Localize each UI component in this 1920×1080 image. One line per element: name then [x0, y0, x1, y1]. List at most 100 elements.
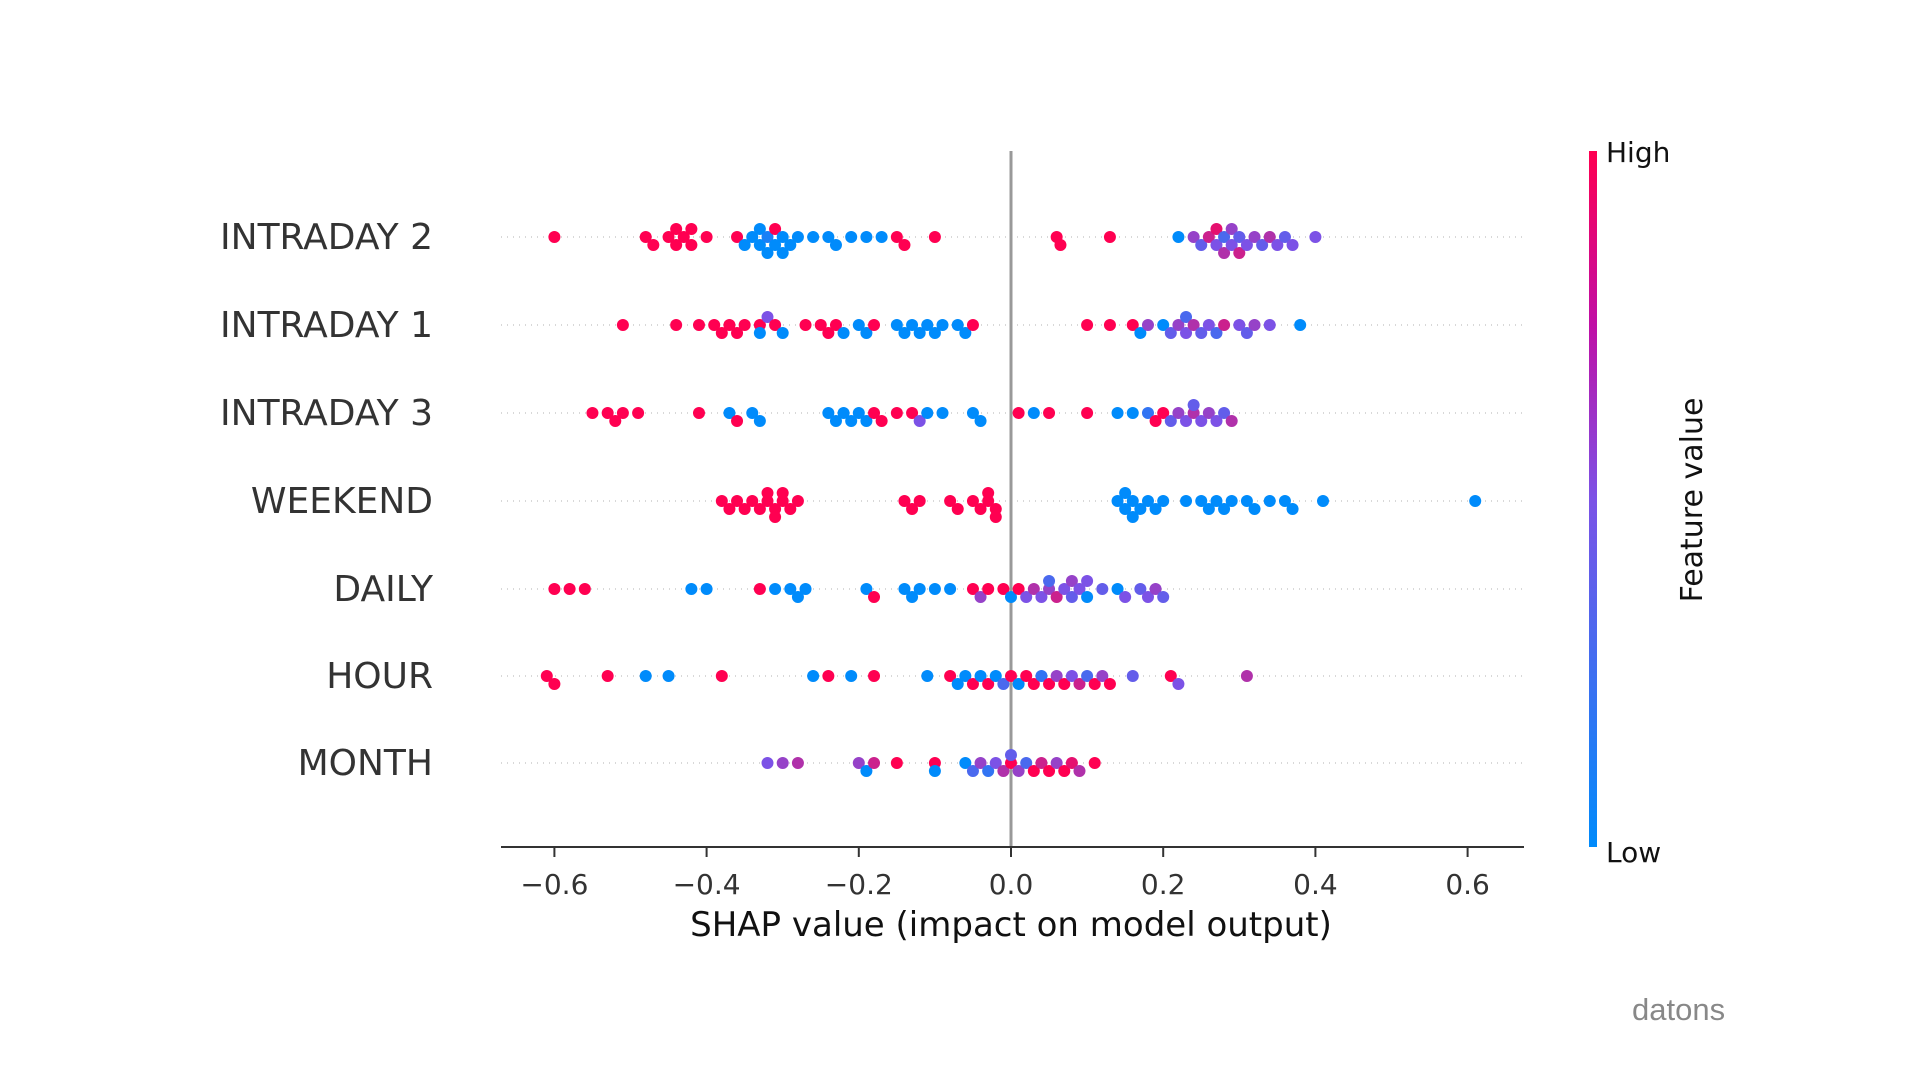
shap-point: [1210, 327, 1223, 339]
feature-label: HOUR: [326, 656, 433, 697]
shap-point: [753, 223, 766, 235]
shap-point: [1210, 415, 1223, 427]
shap-point: [1256, 239, 1269, 251]
shap-point: [563, 583, 576, 595]
shap-point: [1020, 591, 1033, 603]
feature-label: INTRADAY 3: [220, 393, 433, 434]
shap-point: [1035, 670, 1048, 682]
shap-point: [1020, 670, 1033, 682]
shap-point: [731, 415, 744, 427]
shap-point: [845, 415, 858, 427]
shap-point: [769, 319, 782, 331]
shap-point: [1081, 319, 1094, 331]
shap-point: [852, 319, 865, 331]
shap-point: [875, 231, 888, 243]
x-tick-label: 0.6: [1445, 868, 1490, 901]
shap-point: [715, 670, 728, 682]
shap-point: [1195, 239, 1208, 251]
feature-label: INTRADAY 2: [220, 217, 433, 258]
shap-point: [822, 231, 835, 243]
shap-point: [944, 670, 957, 682]
shap-point: [670, 223, 683, 235]
shap-point: [723, 503, 736, 515]
shap-point: [944, 495, 957, 507]
shap-point: [677, 231, 690, 243]
shap-point: [1141, 495, 1154, 507]
shap-point: [1225, 223, 1238, 235]
shap-point: [890, 231, 903, 243]
shap-point: [746, 495, 759, 507]
shap-point: [1134, 583, 1147, 595]
shap-point: [738, 503, 751, 515]
shap-point: [868, 591, 881, 603]
shap-point: [1141, 407, 1154, 419]
shap-point: [753, 239, 766, 251]
shap-point: [906, 591, 919, 603]
x-tick-label: −0.2: [825, 868, 893, 901]
shap-point: [1126, 407, 1139, 419]
shap-point: [1233, 319, 1246, 331]
shap-point: [761, 487, 774, 499]
shap-point: [974, 670, 987, 682]
shap-point: [1187, 231, 1200, 243]
shap-point: [1195, 495, 1208, 507]
shap-point: [1073, 765, 1086, 777]
shap-point: [738, 319, 751, 331]
shap-point: [670, 239, 683, 251]
shap-point: [822, 407, 835, 419]
shap-point: [1073, 678, 1086, 690]
shap-point: [890, 319, 903, 331]
shap-point: [906, 407, 919, 419]
shap-point: [1103, 678, 1116, 690]
shap-point: [784, 503, 797, 515]
feature-label: DAILY: [333, 569, 434, 610]
shap-point: [647, 239, 660, 251]
shap-point: [746, 231, 759, 243]
shap-point: [1286, 503, 1299, 515]
shap-point: [784, 583, 797, 595]
shap-point: [1202, 407, 1215, 419]
shap-point: [829, 319, 842, 331]
shap-point: [1469, 495, 1482, 507]
shap-point: [1195, 327, 1208, 339]
shap-point: [807, 670, 820, 682]
shap-point: [616, 407, 629, 419]
shap-point: [1027, 583, 1040, 595]
shap-point: [982, 765, 995, 777]
shap-point: [1210, 239, 1223, 251]
shap-point: [723, 407, 736, 419]
shap-point: [966, 678, 979, 690]
shap-point: [1111, 583, 1124, 595]
shap-point: [1126, 670, 1139, 682]
shap-point: [1172, 319, 1185, 331]
shap-point: [761, 247, 774, 259]
shap-point: [860, 415, 873, 427]
shap-point: [1103, 231, 1116, 243]
shap-point: [548, 678, 561, 690]
feature-label: INTRADAY 1: [220, 305, 433, 346]
colorbar-low-label: Low: [1606, 836, 1661, 869]
shap-point: [1012, 678, 1025, 690]
shap-point: [1210, 223, 1223, 235]
shap-point: [761, 231, 774, 243]
shap-point: [982, 583, 995, 595]
shap-point: [1065, 757, 1078, 769]
shap-point: [1027, 678, 1040, 690]
shap-point: [1317, 495, 1330, 507]
shap-point: [799, 583, 812, 595]
shap-point: [837, 327, 850, 339]
shap-point: [731, 495, 744, 507]
shap-point: [769, 511, 782, 523]
shap-point: [1240, 327, 1253, 339]
shap-point: [1195, 415, 1208, 427]
shap-point: [1149, 415, 1162, 427]
shap-point: [997, 765, 1010, 777]
shap-point: [966, 495, 979, 507]
shap-point: [860, 765, 873, 777]
shap-point: [936, 407, 949, 419]
shap-point: [1225, 239, 1238, 251]
shap-point: [685, 583, 698, 595]
shap-point: [1271, 239, 1284, 251]
shap-point: [1043, 765, 1056, 777]
shap-point: [1096, 670, 1109, 682]
